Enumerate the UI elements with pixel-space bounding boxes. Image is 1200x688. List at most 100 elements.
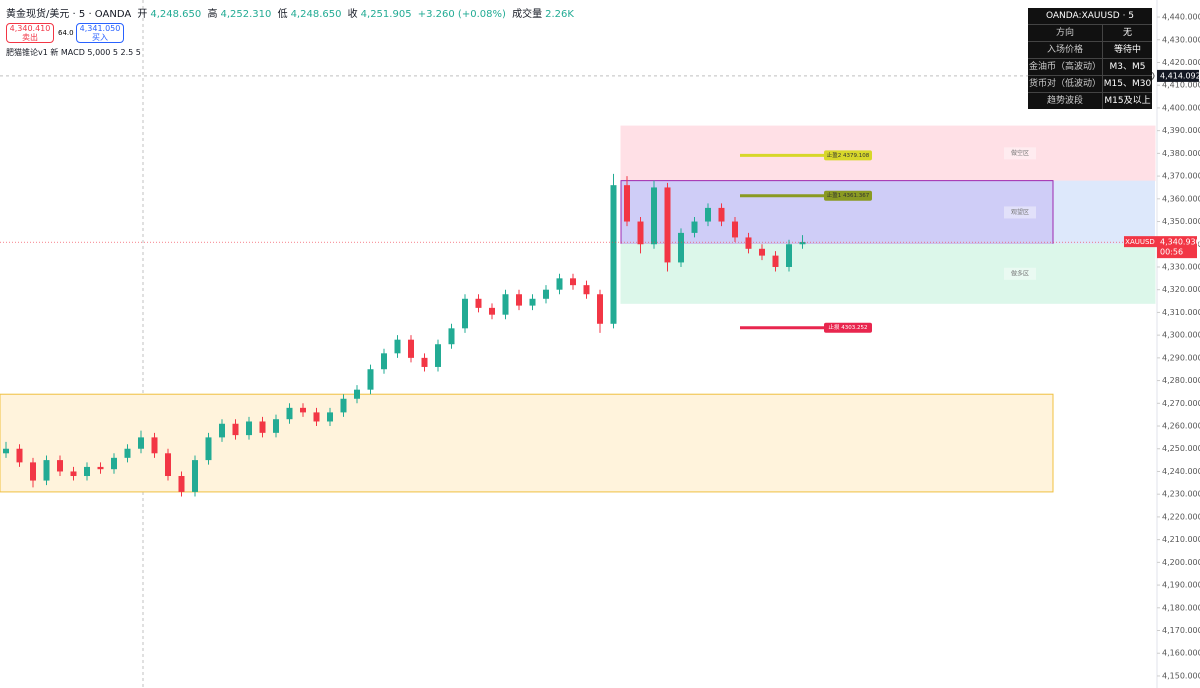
cell: M3、M5: [1109, 62, 1146, 72]
table-row: 金油币（高波动） M3、M5: [1028, 58, 1152, 75]
cell: 货币对（低波动）: [1028, 76, 1103, 92]
candle-body: [435, 344, 441, 367]
candle-body: [259, 421, 266, 433]
candle-body: [732, 221, 738, 238]
y-tick-label: 4,270.000: [1162, 399, 1200, 408]
y-tick-label: 4,300.000: [1162, 331, 1200, 340]
symbol-tag: XAUUSD: [1125, 238, 1155, 246]
info-table: OANDA:XAUUSD · 5 方向 无 入场价格 等待中 金油币（高波动） M3、…: [1028, 8, 1152, 109]
y-tick-label: 4,210.000: [1162, 535, 1200, 544]
zone: [620, 243, 1156, 304]
candle-body: [138, 437, 144, 449]
table-title: OANDA:XAUUSD · 5: [1045, 11, 1135, 21]
cell: M15、M30: [1103, 79, 1152, 89]
candle-body: [340, 398, 347, 413]
cell: 无: [1122, 28, 1132, 38]
candle-body: [232, 423, 239, 436]
candle-body: [124, 448, 131, 458]
symbol[interactable]: 黄金现货/美元 · 5 · OANDA: [6, 9, 132, 20]
candle-body: [556, 278, 563, 290]
candle-body: [3, 448, 9, 454]
zone-extension: [1053, 180, 1155, 245]
spread: 64.0: [58, 29, 74, 37]
y-tick-label: 4,150.000: [1162, 671, 1200, 680]
candle-body: [651, 187, 657, 245]
candle-body: [381, 353, 387, 370]
table-row: 方向 无: [1028, 24, 1152, 41]
y-tick-label: 4,400.000: [1162, 103, 1200, 112]
y-tick-label: 4,320.000: [1162, 285, 1200, 294]
candle-body: [786, 244, 792, 267]
zone: [0, 393, 1054, 493]
y-tick-label: 4,310.000: [1162, 308, 1200, 317]
zone-label-bg: [1004, 206, 1036, 219]
candle-body: [516, 294, 522, 306]
candle-body: [448, 328, 455, 345]
y-tick-label: 4,240.000: [1162, 467, 1200, 476]
candle-body: [165, 453, 171, 477]
table-row: 趋势波段 M15及以上: [1028, 92, 1152, 109]
indicator[interactable]: 肥猫锥论v1 新 MACD 5,000 5 2.5 5: [6, 48, 141, 57]
level-label: 止损 4303.252: [829, 323, 868, 331]
candle-body: [300, 407, 306, 413]
y-tick-label: 4,160.000: [1162, 649, 1200, 658]
zone-label: 做空区: [1011, 149, 1029, 157]
candle-body: [691, 221, 698, 233]
y-tick-label: 4,230.000: [1162, 490, 1200, 499]
candle-body: [408, 339, 414, 358]
candle-body: [205, 437, 212, 461]
candle-body: [313, 412, 320, 422]
candle-body: [678, 232, 684, 263]
y-tick-label: 4,330.000: [1162, 262, 1200, 271]
table-row: 入场价格 等待中: [1028, 41, 1152, 58]
header: 黄金现货/美元 · 5 · OANDA 开 4,248.650 高 4,252.31…: [6, 5, 577, 20]
candle-body: [597, 294, 603, 324]
zone-label-bg: [1004, 147, 1036, 160]
ohlc-value: 4,252.310: [220, 9, 272, 20]
buy-button[interactable]: 4,341.050 买入: [76, 23, 124, 43]
candle-body: [637, 221, 644, 245]
zone: [620, 180, 1054, 245]
candle-body: [354, 389, 360, 399]
y-tick-label: 4,350.000: [1162, 217, 1200, 226]
cell: 入场价格: [1028, 42, 1103, 58]
cell: 等待中: [1113, 45, 1141, 55]
candle-body: [462, 298, 468, 329]
candle-body: [664, 187, 671, 263]
level-label: 止盈2 4379.108: [827, 151, 870, 159]
candle-body: [70, 471, 77, 477]
candle-body: [475, 298, 482, 308]
candle-body: [367, 369, 374, 390]
ohlc-label: 开: [137, 9, 148, 20]
y-tick-label: 4,250.000: [1162, 444, 1200, 453]
sell-price: 4,340.410: [9, 24, 51, 33]
sell-label: 卖出: [22, 33, 38, 42]
candle-body: [286, 407, 293, 420]
candle-body: [219, 423, 225, 438]
y-tick-label: 4,370.000: [1162, 172, 1200, 181]
candle-body: [192, 460, 198, 492]
crosshair-tag: [1157, 69, 1199, 82]
y-tick-label: 4,170.000: [1162, 626, 1200, 635]
candle-body: [570, 278, 576, 286]
volume-label: 成交量: [512, 9, 543, 20]
zone-label: 观望区: [1011, 208, 1029, 216]
candle-body: [583, 285, 590, 295]
candle-body: [421, 357, 428, 367]
candle-body: [529, 298, 536, 306]
volume: 2.26K: [545, 9, 574, 20]
y-tick-label: 4,290.000: [1162, 353, 1200, 362]
symbol-tag-bg: [1124, 236, 1157, 248]
y-tick-label: 4,390.000: [1162, 126, 1200, 135]
candle-body: [246, 421, 252, 436]
sell-button[interactable]: 4,340.410 卖出: [6, 23, 54, 43]
zone-label-bg: [1004, 267, 1036, 280]
ohlc-value: 4,248.650: [290, 9, 342, 20]
candle-body: [84, 466, 90, 477]
last-price-label: 4,340.930: [1160, 238, 1200, 247]
cell: 方向: [1028, 25, 1103, 41]
candle-body: [489, 307, 495, 315]
ohlc-value: 4,251.905: [360, 9, 412, 20]
